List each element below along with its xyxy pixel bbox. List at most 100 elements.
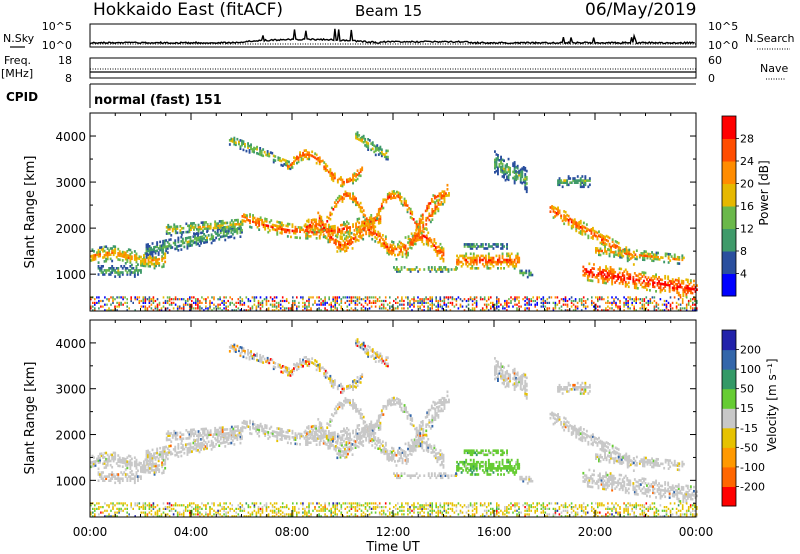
power-cell [381,234,384,237]
power-cell [367,219,370,222]
power-cell [354,299,357,303]
power-cell [423,309,425,312]
velocity-cell [151,448,154,452]
power-cell [661,282,664,286]
power-cell [639,277,642,280]
power-cell [386,249,389,252]
power-cell [99,252,101,256]
power-cell [343,180,345,184]
power-cell [675,307,678,310]
power-cell [437,301,439,304]
power-cell [97,248,100,252]
power-cell [365,143,368,146]
velocity-cell [255,425,257,429]
velocity-cell [178,450,181,454]
power-cell [378,299,381,303]
power-cell [587,185,590,189]
power-cell [554,211,556,214]
power-cell [309,235,312,238]
power-cell [456,258,458,262]
power-cell [108,267,111,270]
velocity-cell [208,433,211,437]
power-cell [250,143,252,146]
velocity-cell [167,438,170,442]
power-cell [165,230,168,233]
power-cell [582,185,585,189]
power-cell [521,173,524,177]
power-cell [311,154,314,158]
power-cell [375,237,378,240]
power-cell [563,216,566,219]
power-cell [341,227,344,231]
power-cell [691,291,694,295]
power-cell [603,279,606,283]
power-cell [329,211,332,215]
power-cell [633,284,636,288]
power-cell [204,234,207,238]
power-cell [189,309,191,312]
velocity-cell [188,451,190,454]
power-cell [683,307,686,310]
velocity-cell [261,427,264,430]
power-cell [342,248,345,251]
power-cell [694,286,697,289]
power-cell [358,203,361,207]
power-cell [428,212,431,216]
power-cell [315,157,318,161]
power-cell [516,177,519,180]
velocity-cell [230,431,233,435]
power-cell [686,280,689,284]
power-cell [374,216,377,219]
velocity-cell [100,454,103,458]
power-cell [394,247,396,251]
power-cell [383,242,386,245]
velocity-cell [90,465,92,469]
power-cell [253,150,255,154]
power-cell [415,299,417,303]
power-cell [211,301,213,304]
power-cell [129,261,132,264]
power-cell [103,269,106,272]
velocity-cell [253,423,256,426]
power-cell [380,154,383,158]
velocity-cell [157,453,160,456]
power-cell [241,230,243,234]
power-cell [356,203,359,206]
power-cell [355,224,357,228]
power-cell [365,219,368,223]
power-cell [673,288,676,292]
power-cell [98,301,100,304]
velocity-cell [233,425,236,429]
power-cell [97,253,100,256]
power-cell [431,307,433,310]
power-cell [401,303,403,306]
velocity-cell [177,445,180,448]
power-cell [215,232,218,235]
power-cell [349,192,351,196]
power-cell [332,179,335,183]
velocity-cell [94,460,97,463]
power-cell [513,179,516,183]
power-cell [108,251,111,254]
power-cell [130,299,132,303]
power-cell [542,303,545,306]
power-cell [166,251,169,254]
power-cell [350,238,352,241]
power-cell [621,280,624,283]
power-cell [283,158,286,162]
power-cell [661,278,664,282]
power-cell [667,255,670,258]
power-cell [389,301,391,304]
power-cell [359,210,362,213]
power-cell [150,246,152,250]
velocity-cell [324,432,327,436]
power-cell [147,262,150,266]
velocity-cell [140,475,142,478]
power-cell [346,224,348,228]
power-cell [591,273,594,276]
power-cell [198,238,201,241]
velocity-cell [112,451,115,455]
velocity-cell [164,462,167,466]
power-cell [313,218,316,221]
power-cell [135,265,138,268]
